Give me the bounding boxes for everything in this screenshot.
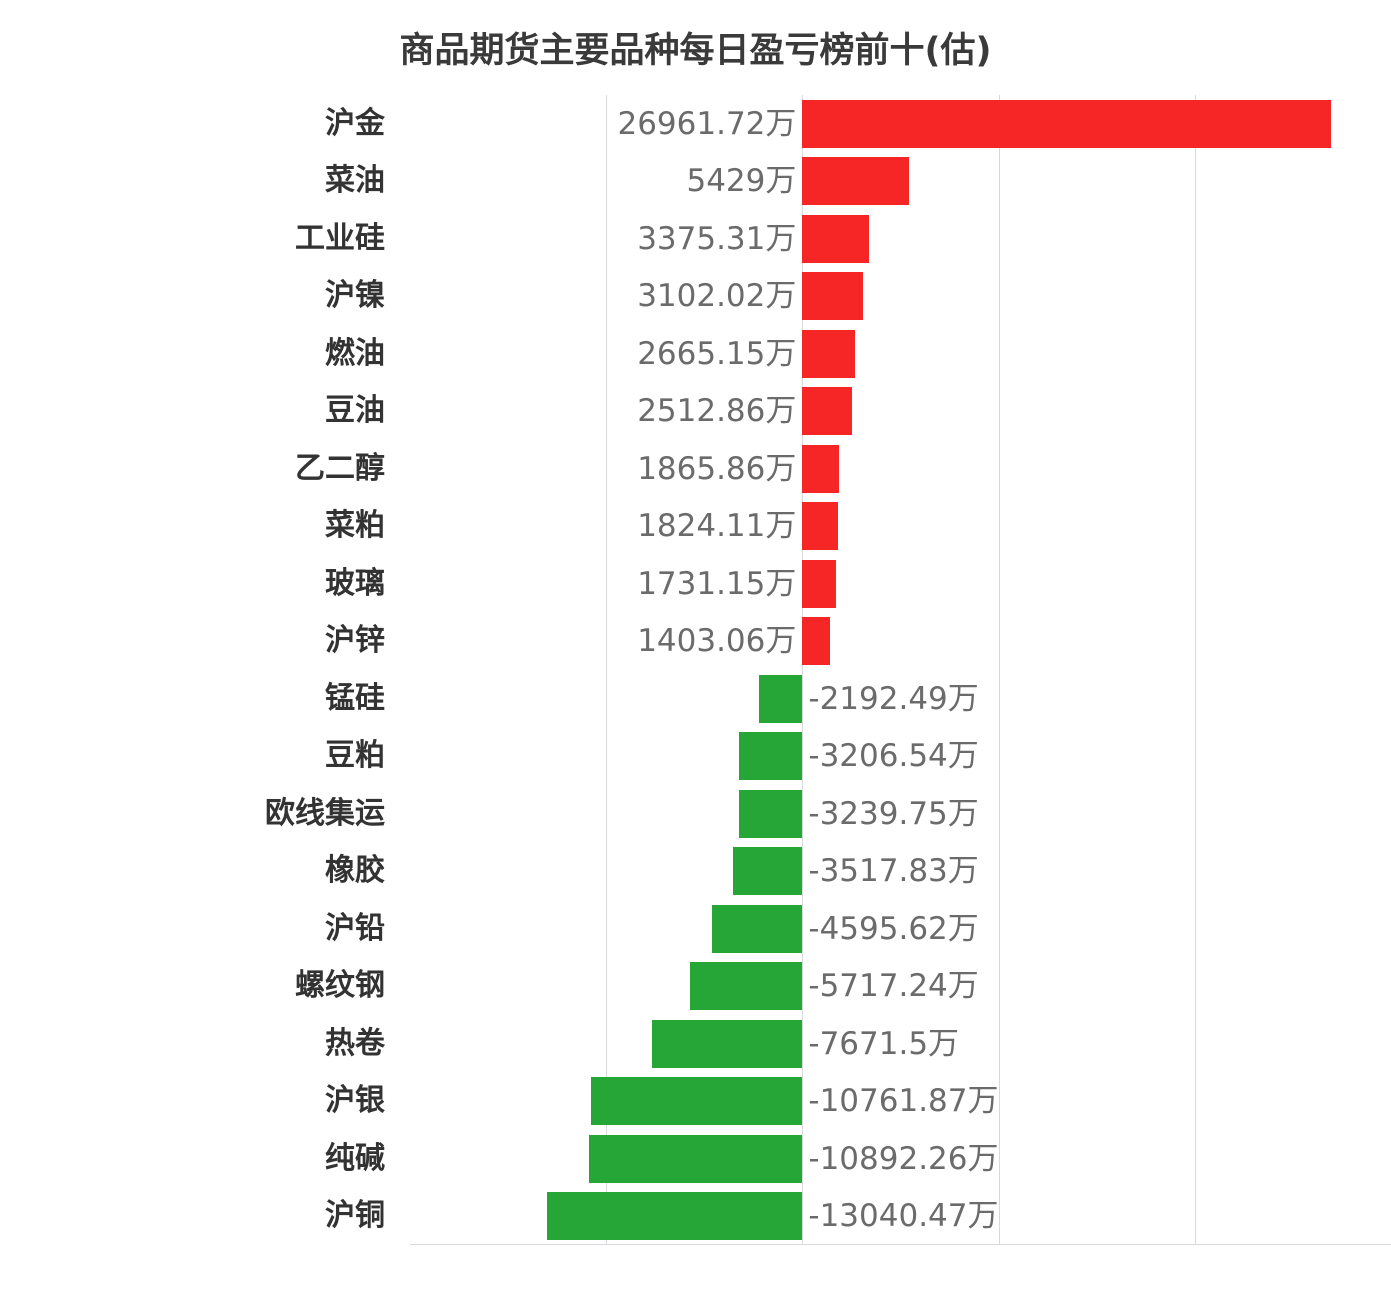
bar-row[interactable]: 1865.86万 xyxy=(410,444,1391,493)
bar-negative[interactable] xyxy=(738,789,803,838)
bar-positive[interactable] xyxy=(802,99,1332,148)
bar-value-label: -3239.75万 xyxy=(808,795,979,832)
bar-value-label: 2512.86万 xyxy=(637,393,797,430)
category-label: 菜油 xyxy=(325,163,385,199)
bar-positive[interactable] xyxy=(802,387,852,436)
category-label: 豆粕 xyxy=(325,738,385,774)
bar-negative[interactable] xyxy=(759,674,803,723)
bar-value-label: 1403.06万 xyxy=(637,623,797,660)
bar-value-label: 1731.15万 xyxy=(637,565,797,602)
category-label: 纯碱 xyxy=(325,1140,385,1176)
axis-baseline xyxy=(410,1244,1391,1245)
bar-positive[interactable] xyxy=(802,329,855,378)
category-label: 玻璃 xyxy=(325,565,385,601)
bar-negative[interactable] xyxy=(588,1134,803,1183)
bar-row[interactable]: -10892.26万 xyxy=(410,1134,1391,1183)
bar-value-label: -7671.5万 xyxy=(808,1025,960,1062)
category-label: 沪铅 xyxy=(325,910,385,946)
bar-row[interactable]: 1824.11万 xyxy=(410,502,1391,551)
category-label: 锰硅 xyxy=(325,680,385,716)
category-label: 菜粕 xyxy=(325,508,385,544)
bar-negative[interactable] xyxy=(546,1192,803,1241)
category-label: 沪锌 xyxy=(325,623,385,659)
bar-row[interactable]: 3102.02万 xyxy=(410,272,1391,321)
bar-value-label: -10892.26万 xyxy=(808,1140,999,1177)
category-label: 豆油 xyxy=(325,393,385,429)
bar-value-label: 1865.86万 xyxy=(637,450,797,487)
category-label: 工业硅 xyxy=(295,220,385,256)
bar-negative[interactable] xyxy=(739,732,803,781)
category-label: 沪银 xyxy=(325,1083,385,1119)
bar-positive[interactable] xyxy=(802,444,839,493)
category-label: 燃油 xyxy=(325,335,385,371)
category-label: 沪镍 xyxy=(325,278,385,314)
bar-negative[interactable] xyxy=(651,1019,803,1068)
category-label: 沪金 xyxy=(325,105,385,141)
bar-row[interactable]: -7671.5万 xyxy=(410,1019,1391,1068)
bar-row[interactable]: 2512.86万 xyxy=(410,387,1391,436)
bar-negative[interactable] xyxy=(591,1077,803,1126)
bar-value-label: -3517.83万 xyxy=(808,853,979,890)
bar-positive[interactable] xyxy=(802,272,864,321)
plot-area: 26961.72万 5429万 3375.31万 3102.02万 2665.15万 25… xyxy=(410,95,1391,1245)
bar-positive[interactable] xyxy=(802,157,909,206)
bar-value-label: 26961.72万 xyxy=(617,105,797,142)
bar-value-label: -4595.62万 xyxy=(808,910,979,947)
gridline xyxy=(606,95,608,1245)
bar-value-label: 5429万 xyxy=(686,163,797,200)
bar-row[interactable]: -10761.87万 xyxy=(410,1077,1391,1126)
gridline xyxy=(802,95,804,1245)
bar-row[interactable]: 5429万 xyxy=(410,157,1391,206)
bar-row[interactable]: -4595.62万 xyxy=(410,904,1391,953)
bar-negative[interactable] xyxy=(712,904,803,953)
bar-value-label: 1824.11万 xyxy=(637,508,797,545)
category-label: 沪铜 xyxy=(325,1198,385,1234)
bar-positive[interactable] xyxy=(802,214,869,263)
bar-value-label: -3206.54万 xyxy=(808,738,979,775)
bar-negative[interactable] xyxy=(690,962,803,1011)
bar-value-label: 2665.15万 xyxy=(637,335,797,372)
category-label: 热卷 xyxy=(325,1025,385,1061)
bar-value-label: -5717.24万 xyxy=(808,968,979,1005)
bar-row[interactable]: -3239.75万 xyxy=(410,789,1391,838)
bar-negative[interactable] xyxy=(733,847,803,896)
bar-value-label: -10761.87万 xyxy=(808,1083,999,1120)
bar-value-label: 3375.31万 xyxy=(637,220,797,257)
category-label: 橡胶 xyxy=(325,853,385,889)
bar-value-label: -2192.49万 xyxy=(808,680,979,717)
bar-positive[interactable] xyxy=(802,617,830,666)
bar-row[interactable]: 26961.72万 xyxy=(410,99,1391,148)
bar-value-label: -13040.47万 xyxy=(808,1198,999,1235)
category-label: 欧线集运 xyxy=(265,795,385,831)
bar-row[interactable]: -13040.47万 xyxy=(410,1192,1391,1241)
bar-positive[interactable] xyxy=(802,502,839,551)
gridline xyxy=(998,95,1000,1245)
bar-row[interactable]: -3206.54万 xyxy=(410,732,1391,781)
category-label: 螺纹钢 xyxy=(295,968,385,1004)
bar-row[interactable]: -2192.49万 xyxy=(410,674,1391,723)
gridline xyxy=(1194,95,1196,1245)
bar-row[interactable]: 1731.15万 xyxy=(410,559,1391,608)
category-label: 乙二醇 xyxy=(295,450,385,486)
bar-positive[interactable] xyxy=(802,559,837,608)
bar-row[interactable]: 2665.15万 xyxy=(410,329,1391,378)
bar-row[interactable]: 1403.06万 xyxy=(410,617,1391,666)
bar-row[interactable]: -3517.83万 xyxy=(410,847,1391,896)
bar-row[interactable]: 3375.31万 xyxy=(410,214,1391,263)
bar-value-label: 3102.02万 xyxy=(637,278,797,315)
chart-title: 商品期货主要品种每日盈亏榜前十(估) xyxy=(399,31,992,71)
bar-row[interactable]: -5717.24万 xyxy=(410,962,1391,1011)
